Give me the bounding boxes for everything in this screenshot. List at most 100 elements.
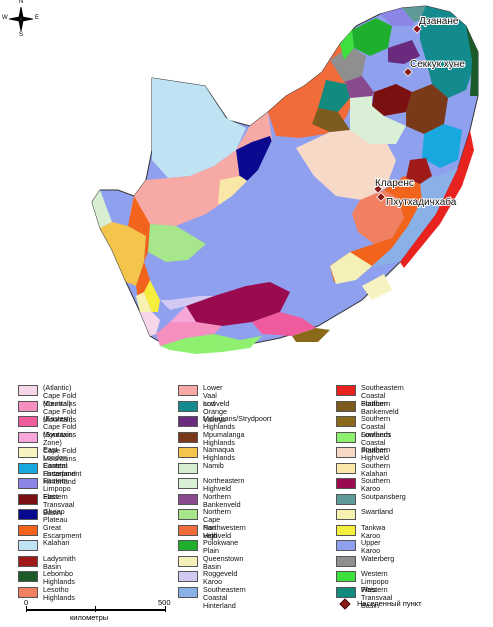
legend-label: Soutpansberg <box>361 491 406 501</box>
region-southern-coastal-lowlands <box>292 328 330 342</box>
legend-swatch <box>178 462 198 474</box>
legend-label: Makapans/Strydpoort Highlands <box>203 414 272 431</box>
legend-item: Western Limpopo Flats <box>336 570 389 594</box>
legend-item: Northwestern Highveld <box>178 523 246 540</box>
legend-label: Southern Coastal Platform <box>361 429 391 455</box>
legend-swatch <box>178 400 198 412</box>
legend-label: Mpumalanga Highlands <box>203 429 245 447</box>
legend-item: Lower Vaal and Orange Valleys <box>178 384 227 424</box>
region-upper-karoo <box>148 134 340 300</box>
settlement-legend-label: Населенный пункт <box>357 599 422 608</box>
region-swartland <box>136 292 152 312</box>
scale-unit: километры <box>70 613 109 622</box>
town-marker-dzanane: Дзанане <box>412 15 460 34</box>
legend-item: Southern Kalahari <box>336 461 390 478</box>
region-e-escarpment <box>422 124 462 168</box>
legend-swatch <box>336 431 356 443</box>
legend-swatch <box>178 509 198 520</box>
scale-tick <box>165 606 166 612</box>
compass-west: W <box>2 15 8 21</box>
town-label: Пхутхадичхаба <box>386 196 457 208</box>
legend-label: Eastern Escarpment Hinterland <box>43 460 82 486</box>
legend-item: (Eastern) Cape Fold Mountains <box>18 415 76 439</box>
scale-end: 500 <box>158 598 171 607</box>
legend-swatch <box>336 540 356 551</box>
legend-swatch <box>336 493 356 505</box>
compass-east: E <box>35 15 40 21</box>
legend-item: Namib <box>178 461 224 478</box>
legend-item: Makapans/Strydpoort Highlands <box>178 415 271 431</box>
legend-label: East London Coastal Hinterland <box>43 445 76 478</box>
legend-item: Southern Bankenveld <box>336 399 399 416</box>
scale-bar: 0 500 километры <box>20 598 171 627</box>
legend-label: Eastern Limpopo Flats <box>43 476 71 501</box>
map-canvas: Дзанане Секкук хуне Кларенс Пхутхадичхаб… <box>91 5 479 354</box>
legend-label: Northern Bankenveld <box>203 491 241 509</box>
legend-swatch <box>18 493 38 505</box>
legend-label: Southeastern Coastal Hinterland <box>203 584 246 610</box>
region-eastern-cape-fold <box>252 312 316 336</box>
legend-item: Lebombo Highlands <box>18 570 75 586</box>
legend-swatch <box>336 478 356 489</box>
town-label: Кларенс <box>375 178 414 189</box>
legend-label: Great Escarpment <box>43 522 82 540</box>
legend-item: (Central) Cape Fold Mountains <box>18 399 76 423</box>
legend-item: Southern Karoo <box>336 477 390 493</box>
region-waterberg <box>330 46 366 82</box>
region-queenstown <box>330 252 372 284</box>
legend-item: Polokwane Plain <box>178 539 238 555</box>
legend-swatch <box>18 416 38 427</box>
legend-item: Swartland <box>336 508 393 524</box>
legend-swatch <box>18 385 38 396</box>
compass-north: N <box>19 0 24 5</box>
legend-item: East London Coastal Hinterland <box>18 446 76 478</box>
legend-label: (Syntaxis Zone) Cape Fold Mountains <box>43 429 77 463</box>
scale-tick <box>26 606 27 612</box>
legend-swatch <box>178 493 198 505</box>
legend-swatch <box>336 555 356 567</box>
legend-item: Mpumalanga Highlands <box>178 429 245 447</box>
legend-label: Lesotho Highlands <box>43 584 75 602</box>
legend-label: Tankwa Karoo <box>361 522 386 540</box>
legend-swatch <box>178 524 198 536</box>
legend-item: Upper Karoo <box>336 539 381 555</box>
region-kalahari <box>152 78 246 178</box>
scale-tick <box>95 606 96 612</box>
legend-label: Polokwane Plain <box>203 538 239 555</box>
legend-swatch <box>178 571 198 582</box>
legend-swatch <box>336 524 356 536</box>
legend-swatch <box>18 586 38 598</box>
legend-label: Kalahari <box>43 538 70 547</box>
legend-swatch <box>336 416 356 427</box>
legend-label: Lowveld <box>203 398 230 408</box>
region-namib <box>92 190 112 228</box>
region-ladysmith <box>406 158 432 184</box>
region-makapans <box>388 40 420 64</box>
legend-swatch <box>18 462 38 474</box>
legend-swatch <box>18 571 38 582</box>
town-label: Дзанане <box>419 16 459 27</box>
legend-label: Roggeveld Karoo <box>203 569 238 586</box>
legend-label: Western Transvaal Basin <box>361 584 393 610</box>
legend-item: Northeastern Highveld <box>178 477 245 493</box>
legend-item: (Syntaxis Zone) Cape Fold Mountains <box>18 430 76 462</box>
legend-item: Namaqua Highlands <box>178 446 235 462</box>
settlement-diamond-icon <box>339 597 351 610</box>
town-marker-klarens: Кларенс <box>373 177 415 194</box>
legend-label: Ghaap Plateau <box>43 507 68 524</box>
region-lebombo <box>466 26 478 96</box>
region-southern-karoo <box>186 282 290 326</box>
legend-label: Eastern Transvaal Basin <box>43 491 75 517</box>
legend-item: Roggeveld Karoo <box>178 570 237 586</box>
legend-item: Eastern Limpopo Flats <box>18 477 71 501</box>
legend-item: Eastern Escarpment Hinterland <box>18 461 81 485</box>
compass-star-icon <box>8 6 34 32</box>
legend-swatch <box>178 447 198 458</box>
legend-item: Southeastern Coastal Platform <box>336 384 404 408</box>
region-southern-coastal-platform <box>160 334 262 354</box>
legend-item: Southern Coastal Lowlands <box>336 415 391 439</box>
legend-swatch <box>178 431 198 443</box>
legend-swatch <box>18 509 38 520</box>
region-eastern-transvaal <box>372 84 412 116</box>
map-legend: (Atlantic) Cape Fold Mountains (Central) … <box>18 384 488 609</box>
